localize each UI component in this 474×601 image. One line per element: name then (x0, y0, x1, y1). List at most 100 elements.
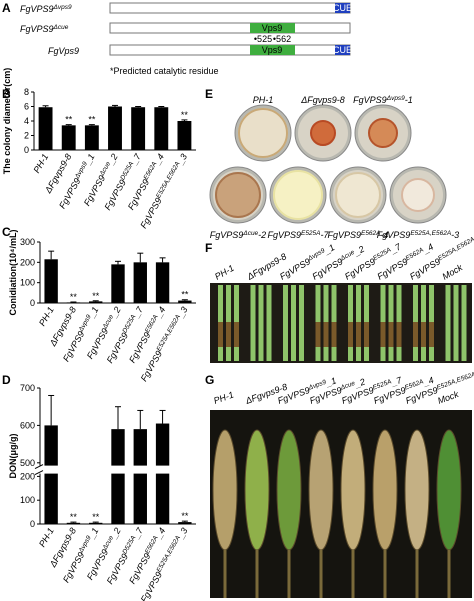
label-name: FgVPS9 (20, 4, 54, 14)
label-suffix: -3 (451, 230, 459, 240)
coleoptile-label: FgVPS9E562A_4 (375, 241, 435, 282)
y-tick-label: 600 (20, 420, 35, 430)
significance: ** (92, 291, 100, 301)
lesion (331, 322, 337, 347)
plate-label: FgVPS9Δvps9-1 (353, 95, 413, 106)
y-tick-label: 0 (24, 145, 29, 155)
colony (401, 178, 435, 212)
label-suffix: _3 (175, 305, 189, 320)
colony (273, 170, 323, 220)
colony (238, 108, 288, 158)
label-name: PH-1 (37, 305, 56, 328)
label-suffix: _1 (324, 375, 338, 388)
spike-label: PH-1 (212, 389, 235, 405)
plate-label: FgVPS9Δcue-2 (210, 230, 266, 241)
label-name: ΔFgvps9-8 (300, 95, 345, 105)
label-suffix: _2 (106, 152, 120, 167)
bar (61, 125, 76, 150)
bar (66, 522, 81, 524)
label-name: PH-1 (213, 263, 236, 282)
label-name: PH-1 (212, 389, 235, 405)
bar (89, 522, 103, 524)
plate-label: FgVPS9E562A-4 (327, 230, 388, 241)
significance: ** (65, 115, 73, 125)
significance: ** (88, 115, 96, 125)
bar (131, 107, 146, 150)
footnote: *Predicted catalytic residue (110, 66, 219, 76)
label-superscript: E525A,E562A (155, 534, 181, 573)
lesion (356, 322, 361, 347)
wheat-spike (436, 429, 462, 551)
coleoptile (283, 285, 288, 361)
coleoptile (453, 285, 459, 361)
label-superscript: E525A,E562A (155, 313, 181, 352)
construct-label: FgVPS9Δvps9 (20, 4, 72, 15)
lesion (388, 322, 394, 347)
wheat-spike (244, 429, 270, 551)
label-name: FgVPS9 (327, 230, 361, 240)
label-superscript: E562A (404, 378, 425, 391)
y-tick-label: 700 (20, 383, 35, 393)
label-superscript: Δcue (242, 230, 258, 237)
plate-label: ΔFgvps9-8 (300, 95, 345, 105)
y-tick-label: 2 (24, 131, 29, 141)
cue-domain (335, 3, 350, 13)
colony (215, 172, 261, 218)
protein-bar (109, 22, 351, 34)
coleoptile-label: Mock (441, 262, 465, 282)
y-tick-label: 0 (30, 298, 35, 308)
label-name: FgVPS9 (61, 329, 86, 363)
label-name: FgVPS9 (376, 256, 410, 281)
x-tick-label: PH-1 (37, 526, 56, 549)
protein-bar (109, 44, 351, 56)
label-suffix: -1 (405, 95, 413, 105)
wheat-spike (340, 429, 366, 551)
lesion (226, 322, 231, 347)
label-name: FgVPS9 (210, 230, 244, 240)
significance: ** (92, 512, 100, 522)
significance: ** (181, 511, 189, 521)
bar (38, 107, 53, 150)
wheat-spike (404, 429, 430, 551)
panel-label: A (2, 1, 11, 15)
significance: ** (181, 110, 189, 120)
bar (177, 121, 192, 150)
bar (111, 429, 125, 524)
panel-label: D (2, 373, 11, 387)
plate-label: PH-1 (253, 95, 274, 105)
domain-label: CUE (333, 3, 352, 13)
label-name: FgVPS9 (343, 256, 377, 281)
vps9-domain (250, 45, 295, 55)
wheat-spike (276, 429, 302, 551)
panel-label: F (205, 241, 212, 255)
label-name: FgVPS9 (139, 570, 164, 601)
y-axis-label: The colony diameter(cm) (2, 68, 12, 175)
residue-label: •525 (254, 34, 272, 44)
lesion (380, 322, 386, 347)
label-name: FgVPS9 (267, 230, 301, 240)
label-suffix: _7 (388, 241, 403, 256)
label-name: Mock (441, 262, 465, 282)
label-superscript: E525A,E562A (436, 371, 474, 392)
bar (155, 262, 170, 303)
label-superscript: Δcue (53, 24, 69, 31)
y-tick-label: 6 (24, 102, 29, 112)
bar (155, 423, 170, 524)
coleoptile-label: FgVPS9Δvps9_1 (278, 242, 337, 282)
label-suffix: -7 (321, 230, 330, 240)
bar (178, 522, 192, 524)
panel-label: C (2, 225, 11, 239)
y-tick-label: 8 (24, 87, 29, 97)
significance: ** (70, 512, 78, 522)
coleoptile-label: PH-1 (213, 263, 236, 282)
bar (84, 125, 99, 150)
label-name: FgVps9 (48, 46, 79, 56)
label-name: FgVPS9 (353, 95, 387, 105)
residue-label: •562 (273, 34, 291, 44)
wheat-spike (308, 429, 334, 551)
lesion (421, 322, 426, 347)
label-name: FgVPS9 (311, 256, 345, 281)
label-name: PH-1 (253, 95, 274, 105)
label-name: FgVPS9 (57, 176, 82, 210)
coleoptile (445, 285, 451, 361)
